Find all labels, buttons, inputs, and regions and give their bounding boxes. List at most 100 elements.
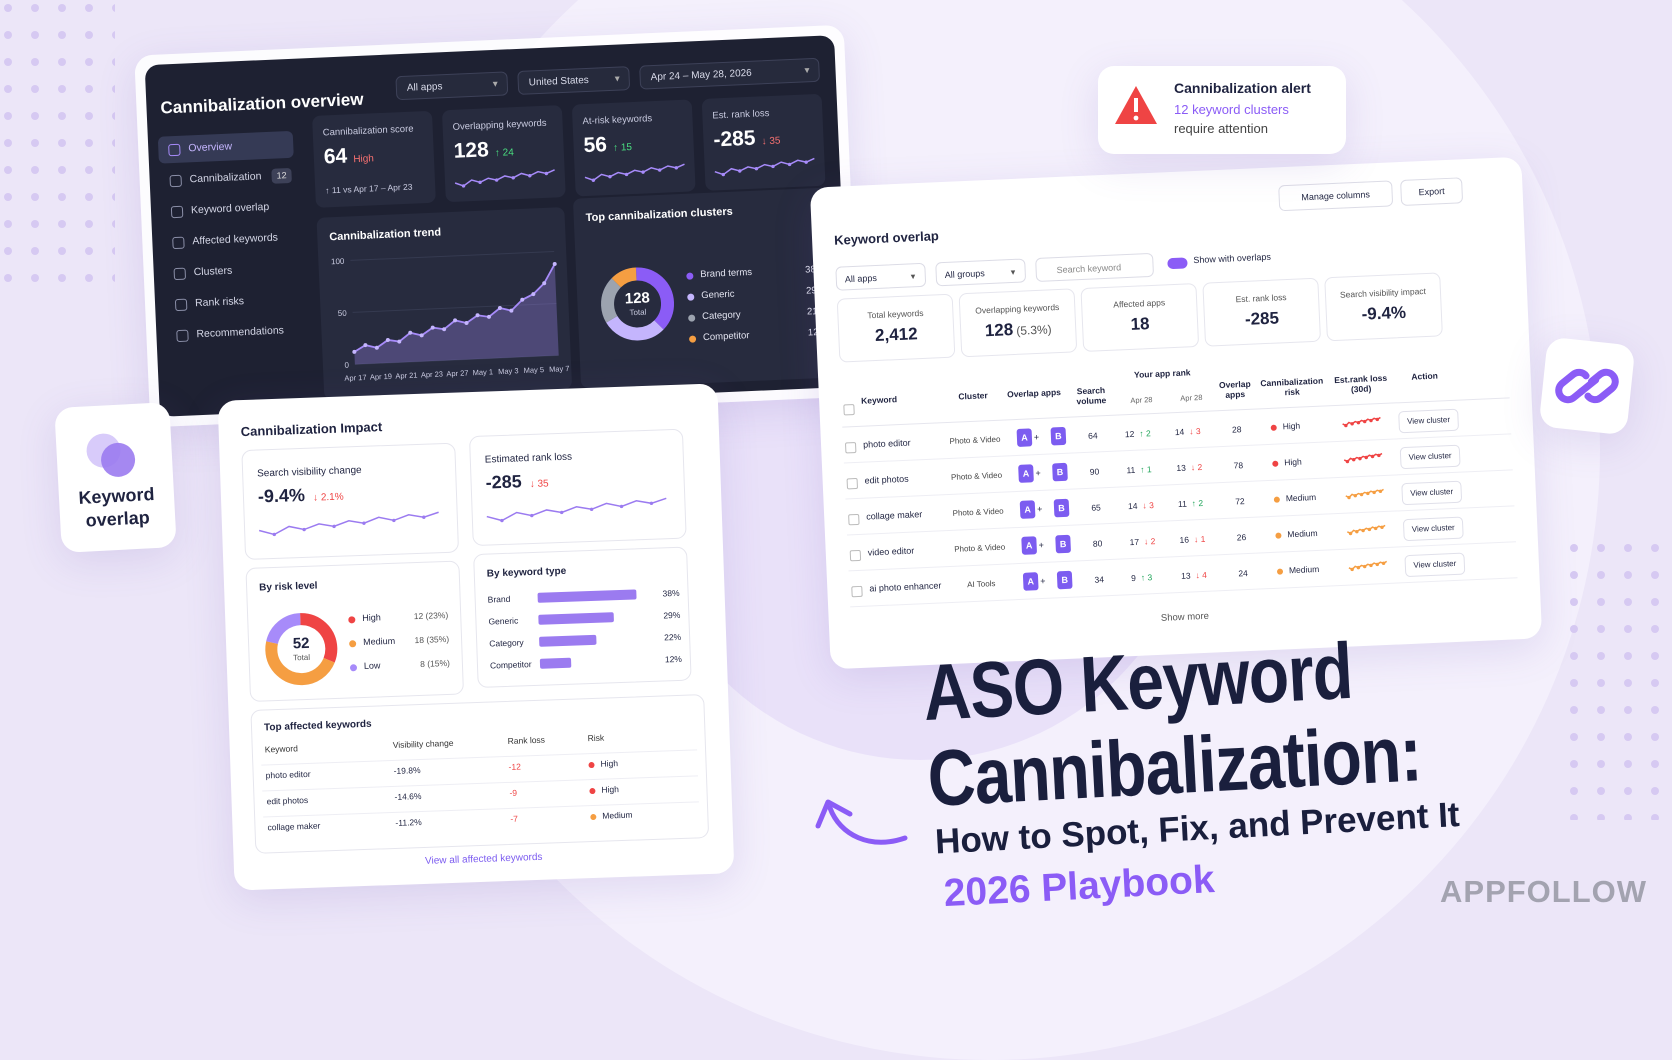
trend-area	[354, 263, 559, 365]
trend-point	[552, 261, 557, 266]
app-badge: B	[1050, 426, 1067, 446]
nav-item[interactable]: Affected keywords	[162, 224, 298, 257]
cell-overlap: 28	[1231, 424, 1242, 435]
action-button[interactable]: View cluster	[1398, 408, 1460, 434]
button[interactable]: Manage columns	[1278, 180, 1394, 212]
chart	[258, 511, 439, 537]
sparkline-dot	[1364, 455, 1368, 460]
nav-item[interactable]: Rank risks	[165, 286, 301, 319]
nav-item[interactable]: Cannibalization 12	[159, 162, 295, 195]
sparkline	[584, 163, 685, 182]
column-header: Keyword	[264, 743, 299, 755]
badge-plus: +	[1039, 575, 1046, 587]
cell-risk: High	[600, 758, 619, 769]
donut-segment	[601, 267, 675, 341]
row-divider	[263, 801, 699, 818]
cell-risk: High	[1282, 420, 1301, 432]
trend-card: Cannibalization trend 0 50 100 Apr 17 Apr 19 A…	[316, 207, 573, 400]
toggle[interactable]	[1167, 257, 1188, 270]
kpi-label: Cannibalization score	[322, 123, 414, 139]
action-button[interactable]: View cluster	[1399, 444, 1461, 470]
badge-plus: +	[1036, 503, 1043, 515]
stat-value: 128 (5.3%)	[984, 320, 1052, 341]
sparkline-dot	[641, 170, 645, 174]
trend-point	[363, 343, 368, 348]
alert-text: require attention	[1174, 121, 1268, 136]
trend-point	[486, 314, 491, 319]
sparkline-dot	[658, 168, 662, 172]
filter-dropdown[interactable]: All groups ▾	[935, 258, 1027, 287]
cell-overlap: 78	[1233, 460, 1244, 471]
kpi-card: Est. rank loss -285 ↓ 35	[701, 93, 826, 191]
nav-item[interactable]: Clusters	[163, 255, 299, 288]
nav-icon	[169, 174, 182, 188]
chart	[1342, 416, 1381, 428]
cell-rank: 16 ↓ 1	[1179, 533, 1206, 545]
nav-item[interactable]: Keyword overlap	[160, 193, 296, 226]
rank-delta: ↓ 1	[1193, 533, 1206, 545]
caret: ▾	[804, 65, 810, 77]
cell-overlap: 72	[1234, 496, 1245, 507]
button[interactable]: Export	[1400, 177, 1464, 206]
x-tick-label: Apr 27	[446, 368, 468, 378]
sparkline-dot	[1353, 493, 1357, 498]
cell-rank: 13 ↓ 4	[1180, 569, 1208, 581]
badge-plus: +	[1035, 467, 1041, 479]
nav-label: Clusters	[193, 264, 233, 279]
cell-rank: 11 ↑ 2	[1177, 497, 1204, 509]
cell-volume: 80	[1092, 538, 1103, 549]
legend-label: High	[362, 612, 381, 623]
filter-dropdown[interactable]: Apr 24 – May 28, 2026 ▾	[639, 57, 821, 90]
chart	[601, 267, 675, 341]
filter-dropdown[interactable]: All apps ▾	[835, 262, 927, 291]
card-label: Estimated rank loss	[484, 451, 573, 466]
sparkline-dot	[1361, 528, 1365, 533]
cell-cluster: Photo & Video	[954, 542, 1006, 554]
cell-rank: 14 ↓ 3	[1127, 500, 1155, 512]
filter-label: Apr 24 – May 28, 2026	[650, 67, 753, 84]
legend-label: Medium	[362, 635, 396, 647]
panel-title: Cannibalization Impact	[240, 419, 383, 440]
sparkline-dot	[1367, 527, 1372, 532]
search-input[interactable]: Search keyword	[1035, 252, 1155, 282]
app-badge: B	[1053, 498, 1070, 518]
trend-point	[475, 313, 480, 318]
trend-point	[542, 281, 547, 286]
sparkline-dot	[1352, 458, 1356, 462]
stat-sub: (5.3%)	[1015, 322, 1052, 338]
sparkline-dot	[589, 507, 594, 511]
chart	[584, 163, 685, 182]
clusters-card: Top cannibalization clusters 128 Total Bran…	[572, 187, 839, 389]
sparkline-dot	[721, 172, 726, 177]
dot-pattern	[0, 0, 1672, 845]
nav-label: Overview	[188, 140, 233, 155]
action-button[interactable]: View cluster	[1404, 552, 1466, 578]
trend-point	[430, 325, 435, 330]
legend-label: Low	[363, 660, 381, 671]
sparkline-dot	[530, 513, 534, 518]
app-badge: A	[1021, 536, 1038, 555]
sparkline-dot	[1377, 453, 1381, 458]
filter-dropdown[interactable]: United States ▾	[517, 66, 631, 95]
trend-point	[385, 337, 390, 342]
sparkline-dot	[771, 164, 775, 169]
chart	[1345, 488, 1384, 500]
rank-delta: ↓ 4	[1195, 569, 1208, 581]
cell-rank: 11 ↑ 1	[1126, 464, 1152, 476]
impact-card: Estimated rank loss -285 ↓ 35	[468, 428, 687, 547]
sparkline	[1345, 488, 1384, 499]
nav-item[interactable]: Recommendations	[166, 317, 302, 350]
nav-item[interactable]: Overview	[157, 130, 294, 164]
sparkline-dot	[362, 521, 366, 525]
filter-dropdown[interactable]: All apps ▾	[395, 71, 509, 101]
cell-volume: 34	[1094, 574, 1105, 585]
alert-dot	[1133, 115, 1139, 121]
action-button[interactable]: View cluster	[1401, 480, 1463, 506]
action-button[interactable]: View cluster	[1402, 516, 1464, 542]
badge-card: Keyword overlap	[54, 402, 177, 553]
cell-volume: 90	[1089, 466, 1100, 477]
column-header: Visibility change	[392, 737, 454, 750]
x-tick-label: May 1	[472, 367, 493, 377]
cell-overlap: 24	[1238, 568, 1249, 579]
nav-icon	[174, 298, 188, 312]
